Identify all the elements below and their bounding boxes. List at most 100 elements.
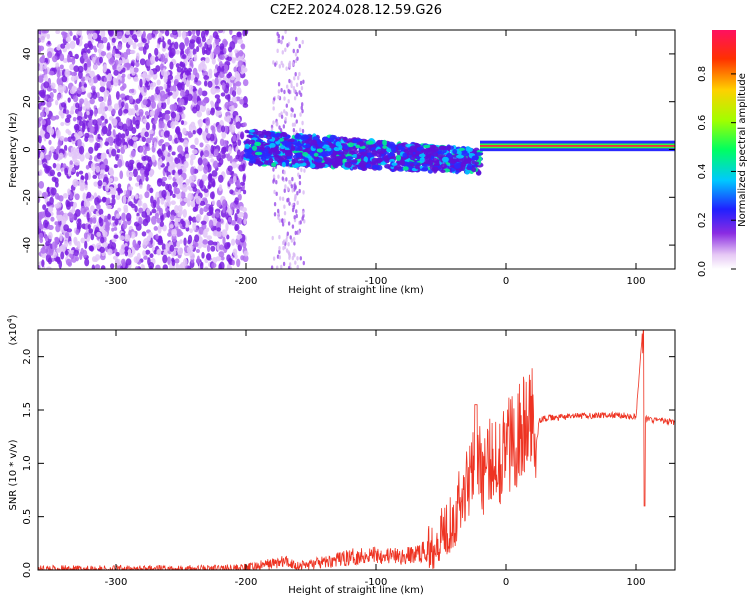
band-blob [326,147,332,152]
band-blob [345,156,354,160]
noise-blob [108,167,114,174]
noise-blob [182,139,189,148]
noise-blob [52,55,58,63]
noise-blob [160,101,167,110]
noise-blob [96,118,103,125]
band-blob [428,148,436,155]
noise-blob [203,150,210,158]
noise-blob [183,58,188,63]
noise-blob [70,71,77,77]
band-blob [427,154,432,159]
noise-blob [103,157,109,167]
noise-blob [157,225,162,234]
noise-blob [86,191,92,199]
noise-blob [41,259,45,268]
gap-blob [287,265,291,269]
noise-blob [217,217,221,223]
noise-blob [117,187,121,196]
noise-blob [232,134,237,142]
noise-blob [233,66,237,73]
noise-blob [48,150,52,158]
noise-blob [139,194,143,201]
noise-blob [201,90,208,97]
noise-blob [242,189,247,195]
noise-blob [70,146,75,155]
noise-blob [38,232,44,241]
noise-blob [117,183,122,189]
gap-blob [276,265,279,269]
noise-blob [242,207,247,213]
snr-panel: -300 -200 -100 0 100 0.0 0.5 1.0 1.5 2.0 Height … [6,314,676,596]
band-blob [365,140,374,145]
noise-blob [122,260,126,269]
gap-blob [296,264,299,269]
band-blob [419,157,425,163]
band-blob [263,152,271,157]
noise-blob [200,220,207,225]
noise-blob [130,108,136,116]
gap-blob [295,213,298,219]
noise-blob [211,125,216,135]
noise-blob [66,228,73,233]
noise-blob [223,47,227,54]
noise-blob [239,98,245,105]
noise-blob [116,31,123,40]
noise-blob [208,204,214,214]
noise-blob [119,93,126,99]
snr-y-multiplier: (x104) [6,314,19,345]
gap-blob [282,240,285,246]
noise-blob [94,123,99,133]
noise-blob [213,160,219,169]
noise-blob [55,163,61,172]
noise-blob [157,248,162,255]
noise-blob [151,100,156,109]
noise-blob [227,216,232,223]
noise-blob [210,245,216,252]
noise-blob [100,106,106,116]
band-blob [437,154,445,159]
gap-blob [280,114,284,120]
noise-blob [221,229,228,238]
noise-blob [226,242,231,248]
noise-blob [69,110,75,115]
noise-blob [158,86,164,91]
noise-blob [137,42,143,48]
noise-blob [164,113,171,121]
noise-blob [138,46,145,51]
noise-blob [38,190,42,196]
noise-blob [183,160,189,169]
noise-blob [127,248,132,256]
noise-blob [137,199,143,207]
noise-blob [211,200,216,205]
noise-blob [181,113,186,120]
noise-blob [58,214,63,222]
gap-blob [293,96,297,101]
noise-blob [201,46,206,56]
x-tick-label: -200 [235,577,258,588]
noise-blob [161,189,167,198]
band-blob [302,144,310,149]
noise-blob [99,218,104,227]
noise-blob [218,251,225,258]
noise-blob [89,216,93,225]
noise-blob [157,148,163,158]
noise-blob [213,68,218,74]
x-tick-label: -100 [365,276,388,287]
noise-blob [88,137,95,143]
noise-blob [62,212,69,222]
noise-blob [94,197,100,206]
band-blob [366,163,372,168]
noise-blob [204,266,209,269]
noise-blob [149,253,154,259]
noise-blob [109,141,114,146]
noise-blob [172,181,178,188]
snr-frame [37,329,676,571]
gap-blob [301,120,304,126]
gap-blob [278,112,281,118]
noise-blob [210,101,215,109]
noise-blob [164,201,168,209]
noise-blob [143,255,148,260]
noise-blob [235,115,239,122]
noise-blob [177,168,183,175]
gap-blob [302,260,305,266]
